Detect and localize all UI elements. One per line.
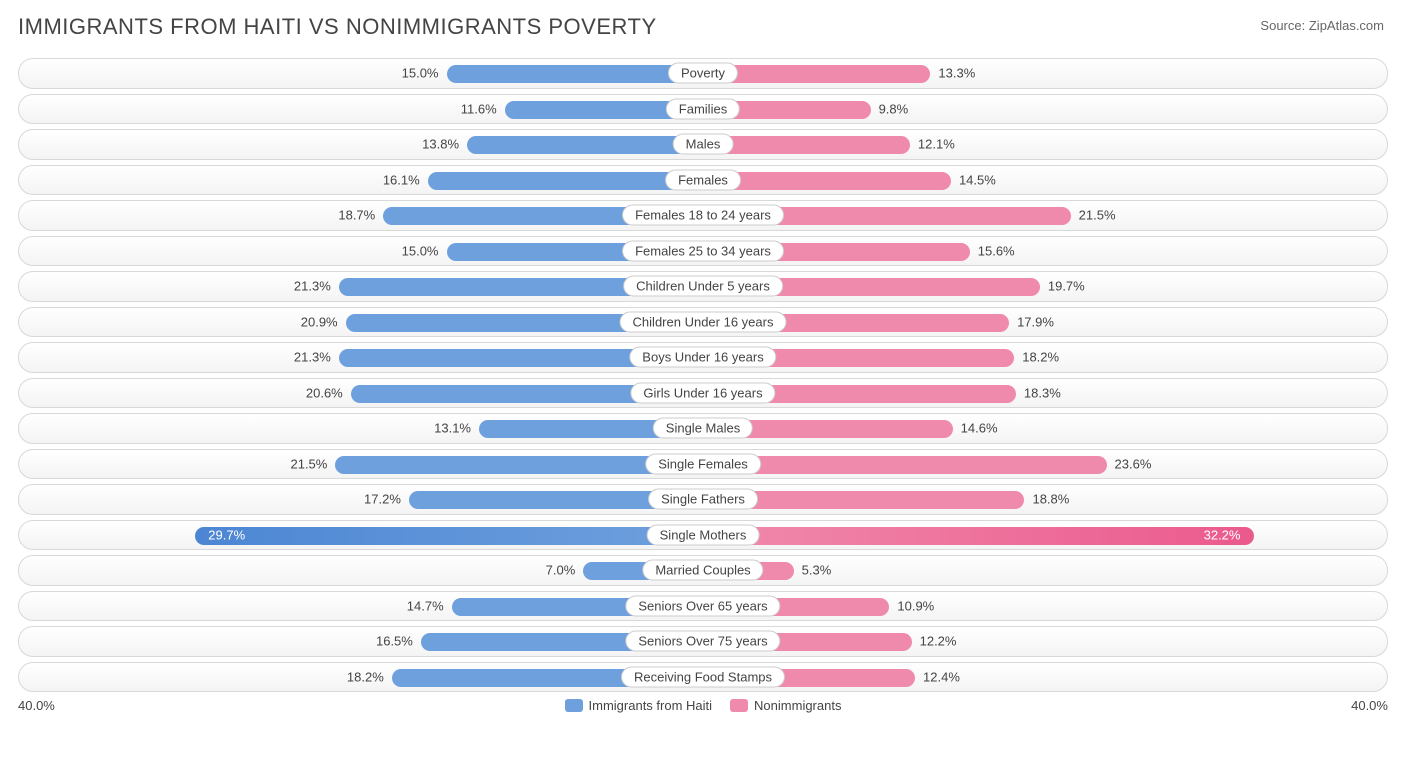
- legend-swatch-left: [565, 699, 583, 712]
- source-attribution: Source: ZipAtlas.com: [1260, 18, 1384, 33]
- value-right: 13.3%: [938, 66, 975, 81]
- value-left: 21.5%: [290, 456, 327, 471]
- chart-row: 21.3% 18.2% Boys Under 16 years: [18, 342, 1388, 373]
- chart-row: 21.5% 23.6% Single Females: [18, 449, 1388, 480]
- category-label: Poverty: [668, 63, 738, 84]
- bar-right: [703, 456, 1107, 474]
- category-label: Receiving Food Stamps: [621, 666, 785, 687]
- value-left: 14.7%: [407, 598, 444, 613]
- category-label: Married Couples: [642, 560, 763, 581]
- value-right: 15.6%: [978, 243, 1015, 258]
- category-label: Single Females: [645, 453, 761, 474]
- category-label: Single Mothers: [647, 524, 760, 545]
- category-label: Families: [666, 98, 740, 119]
- value-left: 16.5%: [376, 634, 413, 649]
- axis-max-left: 40.0%: [18, 698, 55, 713]
- chart-row: 18.2% 12.4% Receiving Food Stamps: [18, 662, 1388, 693]
- category-label: Females 18 to 24 years: [622, 205, 784, 226]
- category-label: Children Under 5 years: [623, 276, 783, 297]
- chart-title: IMMIGRANTS FROM HAITI VS NONIMMIGRANTS P…: [18, 14, 1388, 40]
- source-label: Source:: [1260, 18, 1305, 33]
- category-label: Seniors Over 75 years: [625, 631, 780, 652]
- chart-row: 16.5% 12.2% Seniors Over 75 years: [18, 626, 1388, 657]
- bar-right: [703, 136, 910, 154]
- value-left: 18.7%: [338, 208, 375, 223]
- bar-left: [195, 527, 703, 545]
- chart-row: 20.6% 18.3% Girls Under 16 years: [18, 378, 1388, 409]
- bar-right: [703, 527, 1254, 545]
- value-left: 29.7%: [208, 527, 245, 542]
- legend: Immigrants from Haiti Nonimmigrants: [565, 698, 842, 713]
- value-right: 23.6%: [1115, 456, 1152, 471]
- value-left: 18.2%: [347, 669, 384, 684]
- value-right: 9.8%: [879, 101, 909, 116]
- category-label: Single Fathers: [648, 489, 758, 510]
- value-right: 14.5%: [959, 172, 996, 187]
- source-value: ZipAtlas.com: [1309, 18, 1384, 33]
- value-right: 14.6%: [961, 421, 998, 436]
- chart-row: 15.0% 15.6% Females 25 to 34 years: [18, 236, 1388, 267]
- bar-left: [467, 136, 703, 154]
- legend-item-right: Nonimmigrants: [730, 698, 841, 713]
- chart-row: 17.2% 18.8% Single Fathers: [18, 484, 1388, 515]
- value-left: 11.6%: [461, 101, 497, 116]
- value-left: 21.3%: [294, 350, 331, 365]
- chart-row: 21.3% 19.7% Children Under 5 years: [18, 271, 1388, 302]
- category-label: Girls Under 16 years: [630, 382, 775, 403]
- category-label: Seniors Over 65 years: [625, 595, 780, 616]
- category-label: Males: [673, 134, 734, 155]
- value-left: 15.0%: [402, 243, 439, 258]
- value-right: 10.9%: [897, 598, 934, 613]
- chart-row: 7.0% 5.3% Married Couples: [18, 555, 1388, 586]
- chart-row: 29.7% 32.2% Single Mothers: [18, 520, 1388, 551]
- category-label: Females: [665, 169, 741, 190]
- value-right: 18.3%: [1024, 385, 1061, 400]
- value-right: 18.8%: [1032, 492, 1069, 507]
- value-right: 12.1%: [918, 137, 955, 152]
- value-right: 21.5%: [1079, 208, 1116, 223]
- value-left: 20.6%: [306, 385, 343, 400]
- chart-row: 18.7% 21.5% Females 18 to 24 years: [18, 200, 1388, 231]
- value-right: 17.9%: [1017, 314, 1054, 329]
- value-left: 16.1%: [383, 172, 420, 187]
- value-left: 15.0%: [402, 66, 439, 81]
- value-right: 32.2%: [1204, 527, 1241, 542]
- chart-row: 15.0% 13.3% Poverty: [18, 58, 1388, 89]
- bar-left: [447, 65, 704, 83]
- chart-row: 13.1% 14.6% Single Males: [18, 413, 1388, 444]
- value-right: 18.2%: [1022, 350, 1059, 365]
- value-left: 21.3%: [294, 279, 331, 294]
- legend-label-left: Immigrants from Haiti: [589, 698, 713, 713]
- legend-label-right: Nonimmigrants: [754, 698, 841, 713]
- chart-footer: 40.0% Immigrants from Haiti Nonimmigrant…: [18, 698, 1388, 713]
- value-right: 19.7%: [1048, 279, 1085, 294]
- value-right: 12.2%: [920, 634, 957, 649]
- axis-max-right: 40.0%: [1351, 698, 1388, 713]
- value-left: 7.0%: [546, 563, 576, 578]
- category-label: Single Males: [653, 418, 753, 439]
- value-left: 13.1%: [434, 421, 471, 436]
- value-left: 13.8%: [422, 137, 459, 152]
- chart-row: 11.6% 9.8% Families: [18, 94, 1388, 125]
- value-right: 5.3%: [802, 563, 832, 578]
- chart-row: 16.1% 14.5% Females: [18, 165, 1388, 196]
- chart-row: 14.7% 10.9% Seniors Over 65 years: [18, 591, 1388, 622]
- category-label: Children Under 16 years: [620, 311, 787, 332]
- value-right: 12.4%: [923, 669, 960, 684]
- chart-row: 13.8% 12.1% Males: [18, 129, 1388, 160]
- legend-swatch-right: [730, 699, 748, 712]
- bar-left: [428, 172, 703, 190]
- value-left: 17.2%: [364, 492, 401, 507]
- legend-item-left: Immigrants from Haiti: [565, 698, 713, 713]
- category-label: Boys Under 16 years: [629, 347, 776, 368]
- chart-row: 20.9% 17.9% Children Under 16 years: [18, 307, 1388, 338]
- diverging-bar-chart: 15.0%13.3%Poverty11.6%9.8%Families13.8%1…: [18, 58, 1388, 692]
- category-label: Females 25 to 34 years: [622, 240, 784, 261]
- value-left: 20.9%: [301, 314, 338, 329]
